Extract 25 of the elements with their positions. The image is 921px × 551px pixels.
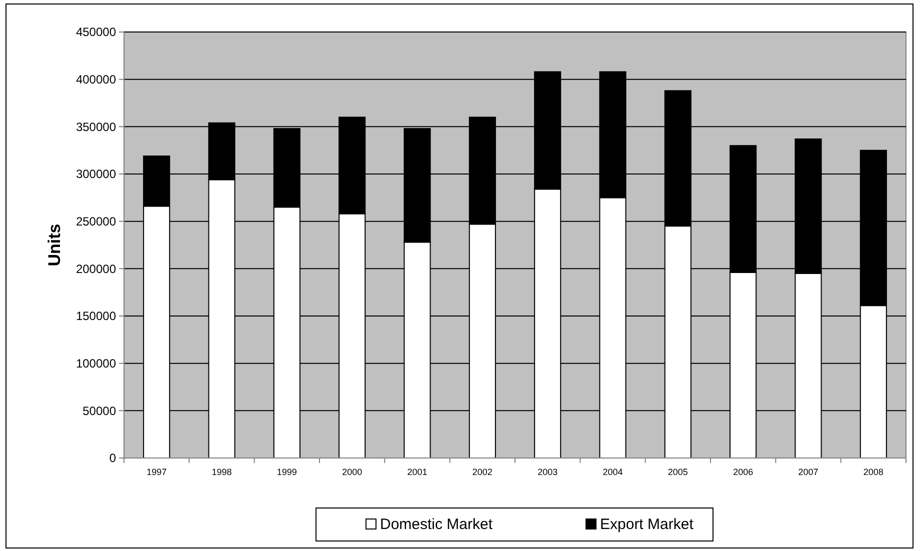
x-tick-label: 2006 xyxy=(733,467,754,477)
y-tick-label: 0 xyxy=(109,451,116,466)
x-tick-label: 2005 xyxy=(668,467,688,477)
x-tick-label: 2007 xyxy=(798,467,818,477)
y-tick-label: 100000 xyxy=(76,356,116,371)
x-tick-label: 1997 xyxy=(146,467,167,477)
x-tick-label: 1998 xyxy=(212,467,232,477)
y-tick-label: 400000 xyxy=(76,72,116,87)
x-tick-label: 2002 xyxy=(472,467,492,477)
y-axis-title: Units xyxy=(45,224,64,266)
legend-label: Domestic Market xyxy=(380,516,494,533)
y-tick-label: 250000 xyxy=(76,214,116,229)
x-tick-label: 1999 xyxy=(276,467,297,477)
y-tick-label: 50000 xyxy=(82,404,116,418)
x-tick-label: 2003 xyxy=(538,467,558,477)
x-tick-label: 2008 xyxy=(863,467,884,477)
y-tick-label: 150000 xyxy=(76,309,116,324)
y-tick-label: 200000 xyxy=(76,262,116,276)
x-tick-label: 2000 xyxy=(342,467,362,477)
x-tick-label: 2001 xyxy=(407,467,428,477)
legend-label: Export Market xyxy=(600,516,694,533)
x-tick-label: 2004 xyxy=(602,467,623,477)
y-tick-label: 300000 xyxy=(76,167,116,182)
y-tick-label: 350000 xyxy=(76,120,116,134)
y-tick-label: 450000 xyxy=(76,25,116,40)
